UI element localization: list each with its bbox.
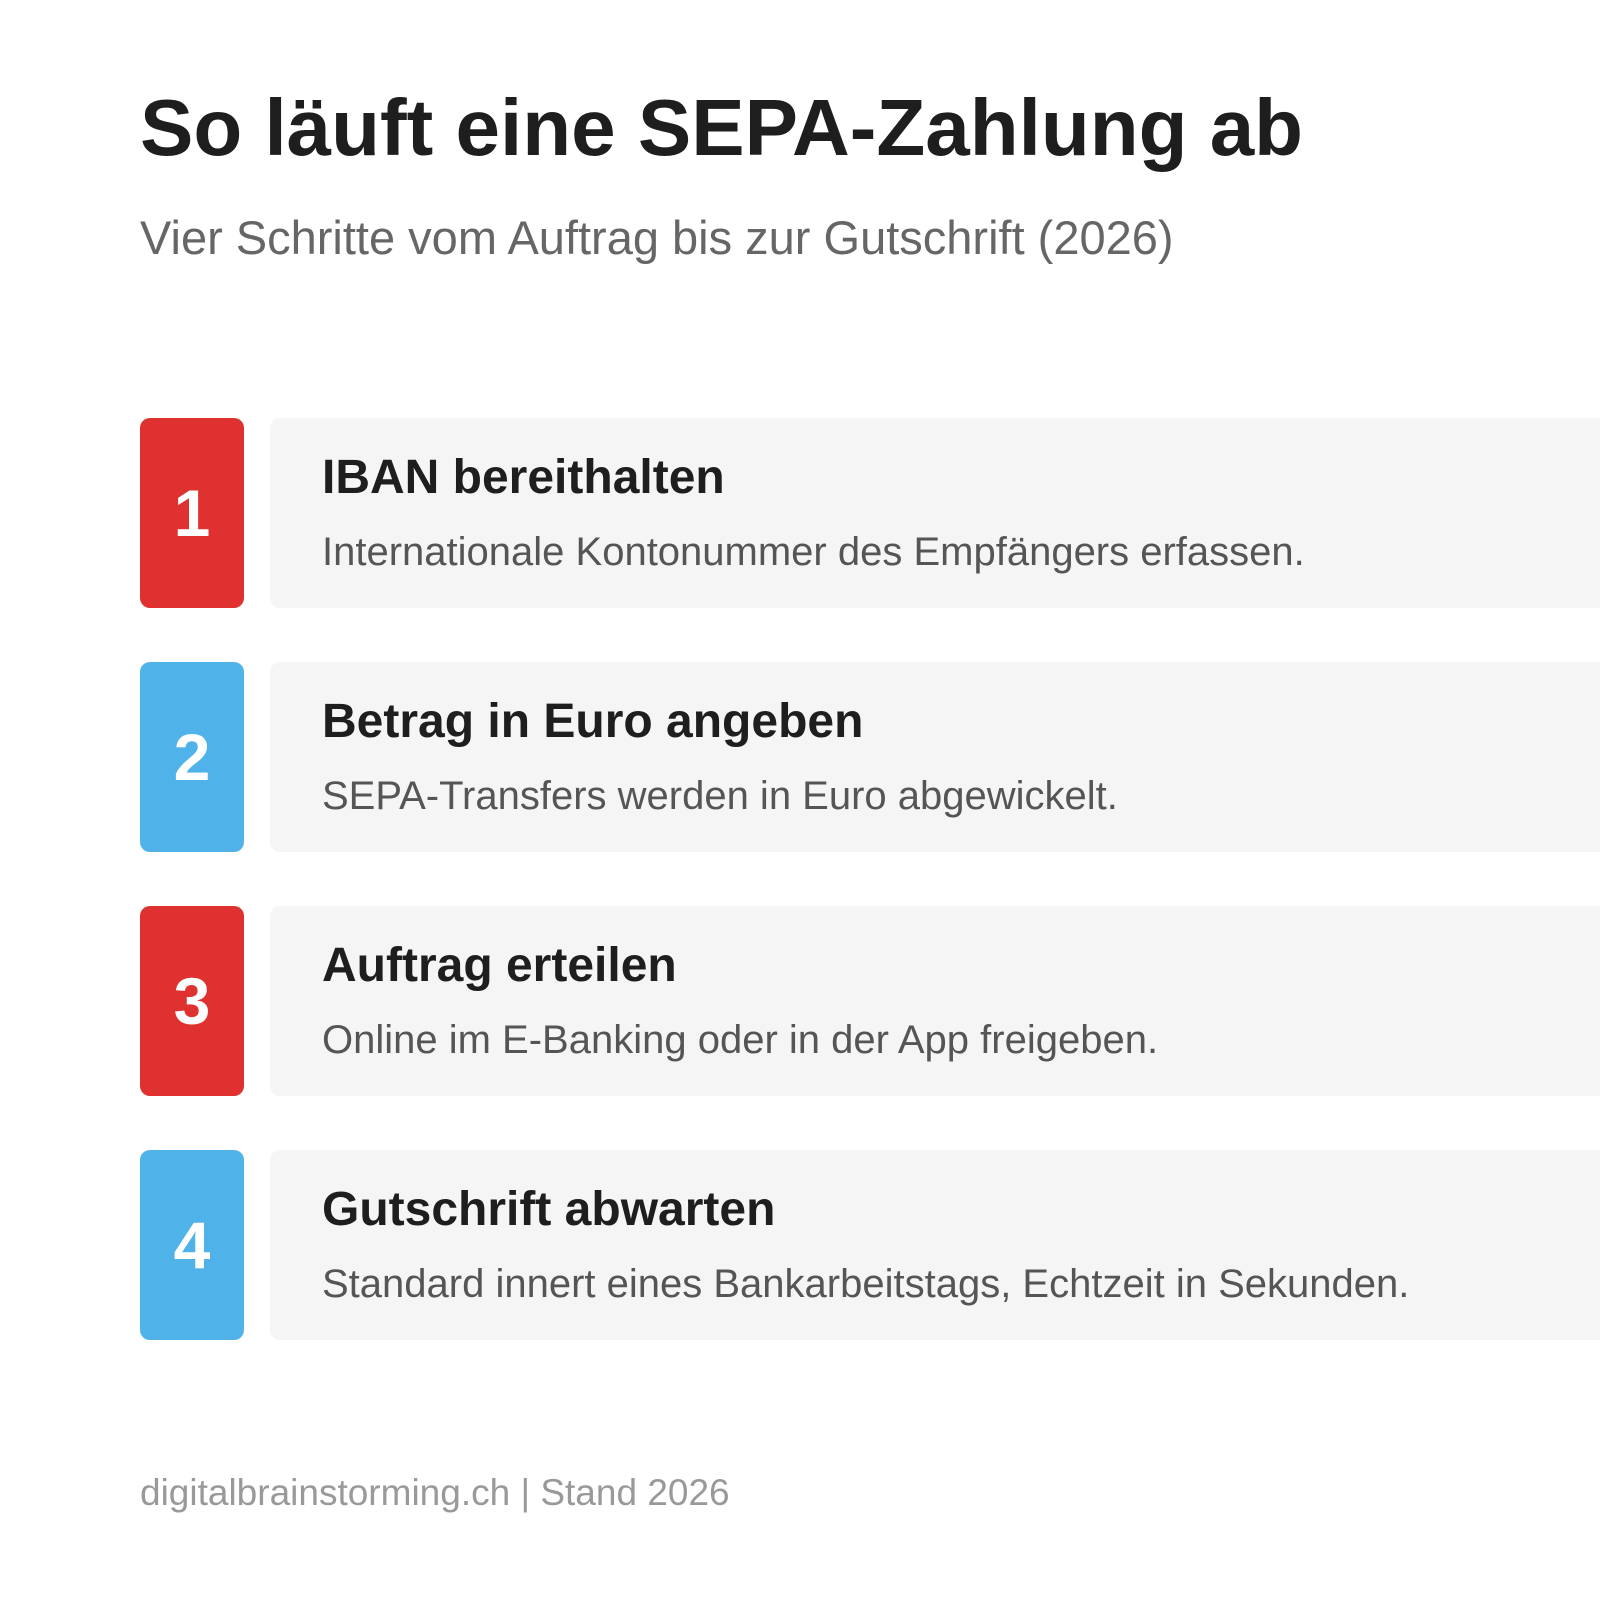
step-number: 1 — [140, 418, 244, 608]
step-card: Auftrag erteilen Online im E-Banking oder… — [270, 906, 1600, 1096]
step-number: 3 — [140, 906, 244, 1096]
step-number: 4 — [140, 1150, 244, 1340]
step: 4 Gutschrift abwarten Standard innert eine… — [140, 1150, 1600, 1340]
step-title: Auftrag erteilen — [322, 939, 677, 992]
footer: digitalbrainstorming.ch | Stand 2026 — [140, 1472, 730, 1513]
step: 1 IBAN bereithalten Internationale Kontonu… — [140, 418, 1600, 608]
step-card: Betrag in Euro angeben SEPA-Transfers wer… — [270, 662, 1600, 852]
title: So läuft eine SEPA-Zahlung ab — [140, 83, 1304, 172]
step-number: 2 — [140, 662, 244, 852]
subtitle: Vier Schritte vom Auftrag bis zur Gutsch… — [140, 211, 1174, 264]
step: 3 Auftrag erteilen Online im E-Banking ode… — [140, 906, 1600, 1096]
step-card: IBAN bereithalten Internationale Kontonum… — [270, 418, 1600, 608]
step-card: Gutschrift abwarten Standard innert eines… — [270, 1150, 1600, 1340]
step-description: Online im E-Banking oder in der App frei… — [322, 1018, 1159, 1062]
step-list: 1 IBAN bereithalten Internationale Kontonu… — [140, 418, 1600, 1394]
step: 2 Betrag in Euro angeben SEPA-Transfers we… — [140, 662, 1600, 852]
step-title: Gutschrift abwarten — [322, 1183, 776, 1236]
step-title: Betrag in Euro angeben — [322, 695, 864, 748]
step-title: IBAN bereithalten — [322, 451, 725, 504]
step-description: SEPA-Transfers werden in Euro abgewickel… — [322, 774, 1118, 818]
step-description: Standard innert eines Bankarbeitstags, E… — [322, 1262, 1410, 1306]
step-description: Internationale Kontonummer des Empfänger… — [322, 530, 1305, 574]
